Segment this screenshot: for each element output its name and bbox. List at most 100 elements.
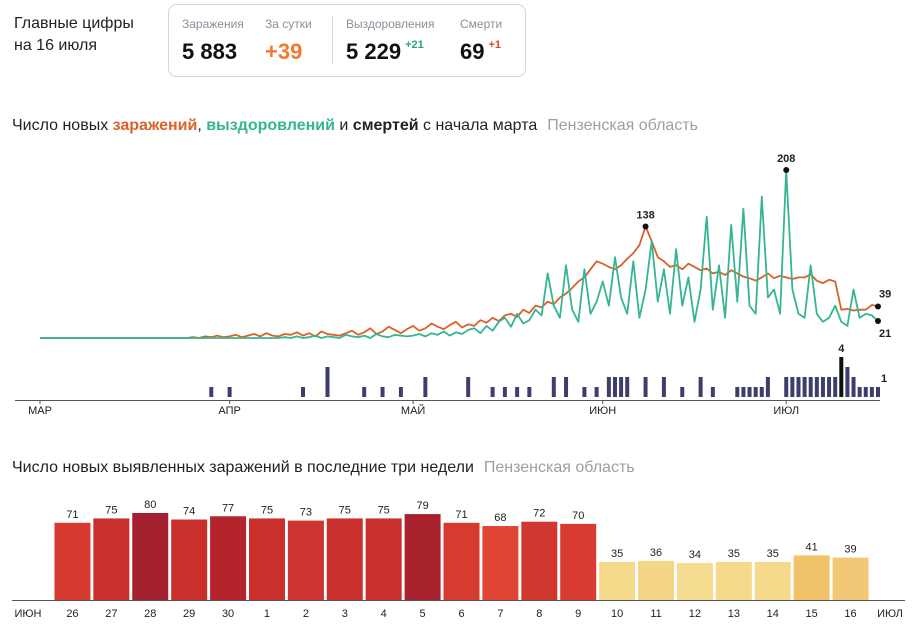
header-title: Главные цифры (14, 15, 134, 32)
death-bar (876, 387, 880, 397)
bar (832, 557, 869, 600)
data-label: 75 (105, 504, 117, 516)
data-label: 75 (261, 504, 273, 516)
bar (560, 523, 597, 600)
bar (132, 513, 169, 600)
death-bar (362, 387, 367, 397)
death-bar (551, 377, 556, 397)
bar (287, 520, 324, 600)
death-bar (845, 367, 850, 397)
death-bar (741, 387, 746, 397)
title-part: и (335, 117, 353, 134)
bar (93, 518, 130, 600)
data-label: 35 (611, 548, 623, 560)
death-bar (839, 357, 844, 397)
chart-subtitle: Пензенская область (547, 117, 698, 134)
stat-label: Выздоровления (346, 17, 435, 31)
death-bar (790, 377, 795, 397)
death-bar (380, 387, 385, 397)
bar (171, 519, 208, 600)
stats-box (168, 4, 526, 77)
bar (599, 561, 636, 600)
x-tick-label: 1 (264, 608, 270, 620)
death-bar (814, 377, 819, 397)
bar (248, 518, 285, 600)
bar (715, 561, 752, 600)
data-label: 70 (572, 510, 584, 522)
title-part: смертей (353, 117, 419, 134)
data-label: 36 (650, 547, 662, 559)
death-bar (643, 377, 648, 397)
data-label: 72 (533, 508, 545, 520)
point (642, 223, 649, 230)
stat-value: 69 (460, 39, 484, 64)
death-bar (490, 387, 495, 397)
data-label: 74 (183, 506, 195, 518)
bar (482, 526, 519, 600)
death-bar (808, 377, 813, 397)
death-bar (820, 377, 825, 397)
data-label: 71 (66, 509, 78, 521)
chart-subtitle: Пензенская область (484, 459, 635, 476)
death-bar (759, 387, 764, 397)
death-bar (784, 377, 789, 397)
stat-label: Смерти (460, 17, 502, 31)
bar (210, 516, 247, 600)
data-label: 80 (144, 499, 156, 511)
title-part: заражений (113, 117, 198, 134)
x-tick-label: 13 (728, 608, 740, 620)
title-part: выздоровлений (206, 117, 335, 134)
death-bar (802, 377, 807, 397)
x-tick-label: 16 (844, 608, 856, 620)
title-part: , (197, 117, 206, 134)
data-label: 1 (881, 373, 887, 385)
data-label: 75 (378, 504, 390, 516)
x-tick-label: 26 (66, 608, 78, 620)
x-tick-label: 27 (105, 608, 117, 620)
x-tick-label: 5 (420, 608, 426, 620)
death-bar (857, 387, 862, 397)
data-label: 35 (728, 548, 740, 560)
title-part: с начала марта (419, 117, 538, 134)
data-label: 79 (416, 500, 428, 512)
x-tick-label: МАР (28, 405, 52, 417)
death-bar (227, 387, 232, 397)
bar (443, 522, 480, 600)
death-bar (753, 387, 758, 397)
x-tick-label: ИЮЛ (773, 405, 799, 417)
data-label: 35 (767, 548, 779, 560)
death-bar (661, 377, 666, 397)
data-label: 34 (689, 549, 701, 561)
point (783, 167, 790, 173)
series-line (40, 169, 879, 339)
title-text: Число новых выявленных заражений в после… (12, 459, 474, 476)
x-tick-label: 2 (303, 608, 309, 620)
stat-label: Заражения (182, 17, 244, 31)
bar (793, 555, 830, 600)
bar (365, 518, 402, 600)
death-bar (594, 387, 599, 397)
data-label: 208 (777, 153, 795, 165)
data-label: 138 (636, 210, 654, 222)
point (875, 303, 881, 310)
death-bar (564, 377, 569, 397)
death-bar (325, 367, 330, 397)
bar (676, 563, 713, 600)
death-bar (619, 377, 624, 397)
title-part: Число новых (12, 117, 113, 134)
death-bar (747, 387, 752, 397)
x-tick-label: 8 (536, 608, 542, 620)
death-bar (735, 387, 740, 397)
x-edge-label: ИЮН (15, 608, 42, 620)
x-tick-label: 12 (689, 608, 701, 620)
stat-value: 5 229 (346, 39, 401, 64)
chart-title: Число новых выявленных заражений в после… (12, 459, 635, 476)
data-label: 4 (838, 343, 845, 355)
death-bar (398, 387, 403, 397)
death-bar (209, 387, 214, 397)
death-bar (863, 387, 868, 397)
data-label: 68 (494, 512, 506, 524)
data-label: 21 (879, 328, 891, 340)
death-bar (827, 377, 832, 397)
